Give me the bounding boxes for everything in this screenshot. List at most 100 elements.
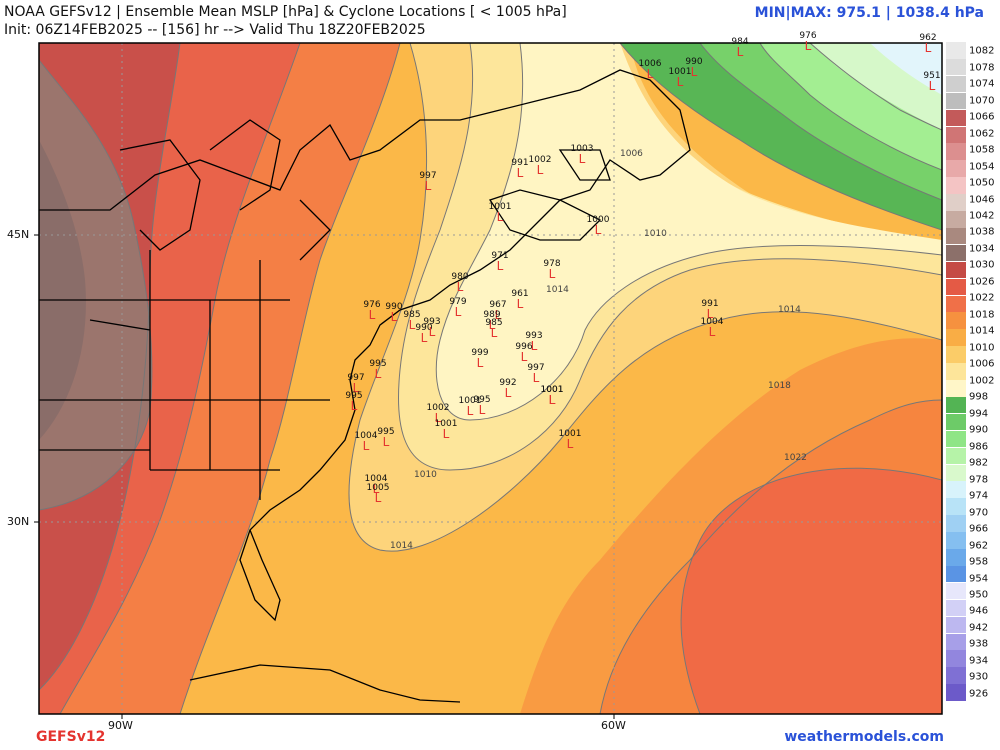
low-symbol: L: [709, 325, 716, 339]
low-symbol: L: [595, 223, 602, 237]
colorbar-label: 1014: [969, 325, 995, 337]
colorbar-label: 1026: [969, 276, 995, 288]
low-symbol: L: [375, 491, 382, 505]
cyclone-pressure: 985: [403, 310, 420, 320]
isobar-label: 1014: [546, 285, 569, 295]
colorbar-swatch: [946, 295, 966, 312]
low-symbol: L: [489, 318, 496, 332]
low-symbol: L: [549, 393, 556, 407]
colorbar-swatch: [946, 92, 966, 110]
low-symbol: L: [549, 393, 556, 407]
colorbar-label: 1034: [969, 243, 995, 255]
low-symbol: L: [351, 399, 358, 413]
colorbar-label: 958: [969, 556, 989, 568]
colorbar-label: 1054: [969, 161, 995, 173]
colorbar-label: 954: [969, 573, 989, 585]
colorbar-label: 942: [969, 622, 989, 634]
cyclone-pressure: 1004: [701, 317, 724, 327]
colorbar-label: 1070: [969, 95, 995, 107]
low-symbol: L: [521, 350, 528, 364]
colorbar-swatch: [946, 363, 966, 380]
cyclone-pressure: 993: [525, 331, 542, 341]
cyclone-pressure: 984: [731, 37, 748, 47]
cyclone-pressure: 985: [485, 318, 502, 328]
low-symbol: L: [369, 308, 376, 322]
low-symbol: L: [363, 439, 370, 453]
colorbar-swatch: [946, 498, 966, 515]
colorbar-label: 1002: [969, 375, 995, 387]
model-label: GEFSv12: [36, 729, 106, 745]
colorbar-swatch: [946, 633, 966, 650]
cyclone-pressure: 995: [345, 391, 362, 401]
colorbar-swatch: [946, 684, 966, 701]
low-symbol: L: [537, 163, 544, 177]
cyclone-pressure: 1005: [367, 483, 390, 493]
lat-label-30n: 30N: [7, 515, 30, 528]
cyclone-pressure: 999: [471, 348, 488, 358]
cyclone-pressure: 1002: [427, 403, 450, 413]
colorbar-swatch: [946, 109, 966, 127]
low-symbol: L: [443, 427, 450, 441]
cyclone-pressure: 992: [499, 378, 516, 388]
colorbar-label: 982: [969, 457, 989, 469]
lat-label-45n: 45N: [7, 228, 30, 241]
pressure-fill: [39, 43, 942, 714]
colorbar-swatch: [946, 58, 966, 76]
low-symbol: L: [707, 307, 714, 321]
low-symbol: L: [737, 45, 744, 59]
colorbar-swatch: [946, 312, 966, 329]
chart-subtitle: Init: 06Z14FEB2025 -- [156] hr --> Valid…: [4, 22, 426, 38]
low-symbol: L: [455, 305, 462, 319]
colorbar-label: 1062: [969, 128, 995, 140]
isobar-label: 1022: [784, 453, 807, 463]
isobar-label: 1010: [414, 470, 437, 480]
colorbar-label: 966: [969, 523, 989, 535]
low-symbol: L: [531, 339, 538, 353]
low-symbol: L: [479, 403, 486, 417]
cyclone-pressure: 971: [491, 251, 508, 261]
cyclone-pressure: 1003: [571, 144, 594, 154]
colorbar-label: 934: [969, 655, 989, 667]
colorbar-label: 990: [969, 424, 989, 436]
colorbar-label: 1074: [969, 78, 995, 90]
colorbar-swatch: [946, 447, 966, 465]
low-symbol: L: [497, 210, 504, 224]
chart-title: NOAA GEFSv12 | Ensemble Mean MSLP [hPa] …: [4, 4, 567, 20]
cyclone-pressure: 961: [511, 289, 528, 299]
colorbar-swatch: [946, 261, 966, 279]
colorbar-label: 930: [969, 671, 989, 683]
colorbar-swatch: [946, 413, 966, 431]
cyclone-pressure: 951: [923, 71, 940, 81]
colorbar-label: 1078: [969, 62, 995, 74]
colorbar-label: 1006: [969, 358, 995, 370]
cyclone-pressure: 1006: [639, 59, 662, 69]
cyclone-pressure: 979: [449, 297, 466, 307]
colorbar-swatch: [946, 227, 966, 245]
lon-label-90w: 90W: [108, 719, 133, 732]
cyclone-pressure: 980: [451, 272, 468, 282]
colorbar-label: 1010: [969, 342, 995, 354]
colorbar-label: 998: [969, 391, 989, 403]
cyclone-pressure: 990: [685, 57, 702, 67]
low-symbol: L: [517, 297, 524, 311]
cyclone-pressure: 1001: [541, 385, 564, 395]
